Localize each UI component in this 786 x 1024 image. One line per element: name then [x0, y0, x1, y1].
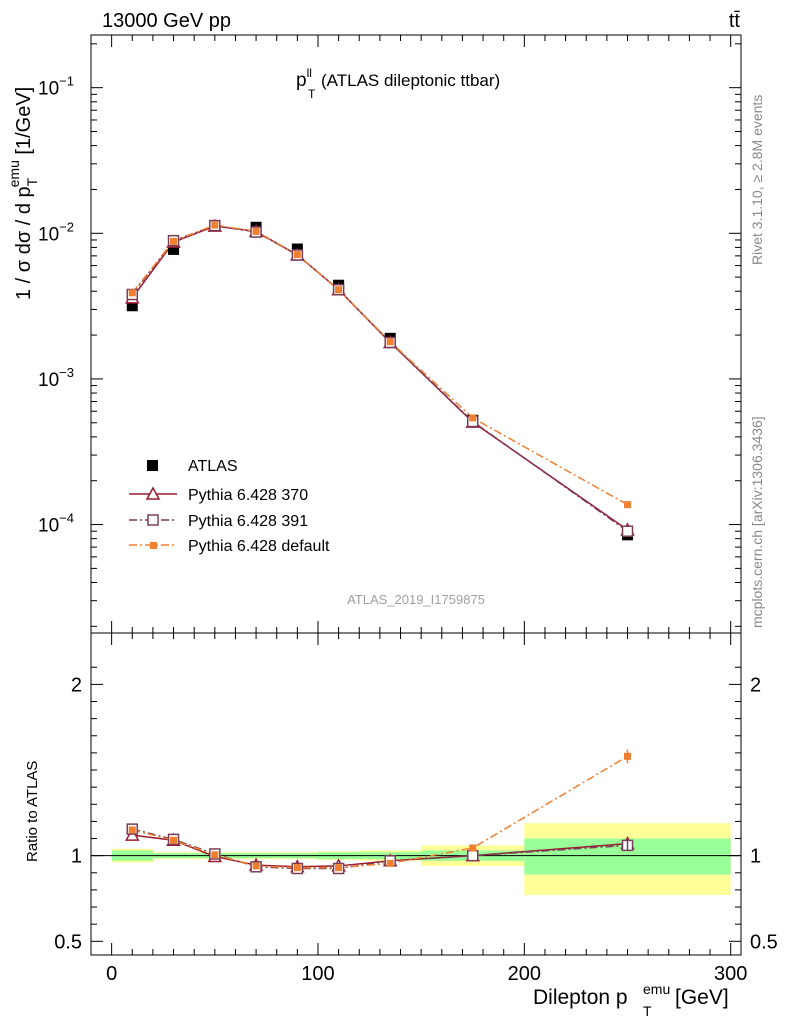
x-axis-label-main: Dilepton p — [533, 986, 628, 1009]
point-default — [335, 286, 343, 294]
series-line-391 — [131, 224, 628, 532]
legend-marker-default — [150, 542, 157, 549]
mcplots-label: mcplots.cern.ch [arXiv:1306.3436] — [749, 416, 765, 628]
legend-label-default: Pythia 6.428 default — [188, 538, 330, 555]
analysis-id: ATLAS_2019_I1759875 — [347, 592, 485, 607]
y-axis-label: 1 / σ dσ / d pTemu [1/GeV] — [6, 87, 40, 300]
ratio-point-default — [128, 826, 136, 834]
ratio-y-tick-label-right: 1 — [750, 846, 761, 868]
y-axis-label-unit: [1/GeV] — [13, 87, 35, 160]
x-axis-label-sub: T — [643, 1003, 652, 1019]
point-default — [170, 237, 178, 245]
x-tick-label: 0 — [106, 963, 117, 985]
y-axis-label-sub: T — [24, 177, 40, 186]
ratio-point-default — [293, 864, 301, 872]
ratio-point-default — [386, 859, 394, 867]
ratio-y-tick-label: 0.5 — [54, 931, 82, 953]
plot-title-main: p — [296, 70, 307, 91]
legend-marker-atlas — [147, 460, 158, 471]
y-tick-label: 10−3 — [38, 365, 74, 391]
y-tick-label-base: 10 — [38, 79, 59, 100]
ratio-y-tick-label: 1 — [71, 846, 82, 868]
legend-label-370: Pythia 6.428 370 — [188, 487, 308, 504]
y-tick-label: 10−2 — [38, 219, 74, 245]
plot-title-sub: T — [308, 87, 316, 101]
legend-marker-370 — [145, 486, 161, 500]
y-tick-label: 10−4 — [38, 511, 74, 537]
point-391 — [621, 525, 634, 537]
x-tick-label: 300 — [714, 963, 747, 985]
point-default — [211, 221, 219, 229]
point-default — [252, 227, 260, 235]
x-axis-label: Dilepton p — [533, 986, 628, 1009]
x-axis-label-sup: emu — [643, 981, 670, 997]
rivet-version-label: Rivet 3.1.10, ≥ 2.8M events — [749, 95, 765, 265]
process-label: tt̄ — [729, 10, 741, 32]
x-tick-label: 100 — [301, 963, 334, 985]
point-ATLAS — [168, 243, 180, 255]
ratio-y-tick-label-right: 2 — [750, 674, 761, 696]
legend-marker-391 — [147, 514, 159, 526]
x-axis-label-unit: [GeV] — [675, 986, 729, 1009]
plot-title-rest: (ATLAS dileptonic ttbar) — [321, 71, 500, 90]
legend-label-atlas: ATLAS — [188, 458, 238, 475]
ratio-axis-label: Ratio to ATLAS — [24, 761, 41, 862]
x-tick-label: 200 — [508, 963, 541, 985]
plot-title: pll — [296, 66, 312, 91]
point-ATLAS — [126, 300, 138, 312]
y-tick-label-exponent: −4 — [59, 511, 74, 526]
point-default — [128, 289, 136, 297]
y-tick-label-base: 10 — [38, 224, 59, 245]
ratio-point-391 — [466, 849, 479, 862]
plot-title-sup: ll — [307, 66, 312, 80]
ratio-y-tick-label-right: 0.5 — [750, 931, 778, 953]
y-tick-label: 10−1 — [38, 74, 74, 100]
ratio-plot-frame — [90, 632, 742, 956]
point-default — [624, 501, 632, 509]
y-axis-label-sup: emu — [6, 160, 22, 187]
y-tick-label-base: 10 — [38, 516, 59, 537]
ratio-point-default — [335, 864, 343, 872]
y-tick-label-base: 10 — [38, 370, 59, 391]
series-line-370 — [131, 225, 628, 531]
y-tick-label-exponent: −2 — [59, 219, 74, 234]
legend: ATLAS Pythia 6.428 370 Pythia 6.428 391 … — [129, 458, 330, 555]
ratio-y-tick-label: 2 — [71, 674, 82, 696]
point-default — [469, 414, 477, 422]
ratio-point-default — [252, 862, 260, 870]
y-tick-label-exponent: −1 — [59, 74, 74, 89]
y-tick-label-exponent: −3 — [59, 365, 74, 380]
ratio-point-default — [469, 844, 477, 852]
point-default — [293, 251, 301, 259]
ratio-point-default — [211, 851, 219, 859]
y-axis-label-main: 1 / σ dσ / d p — [13, 186, 35, 300]
point-default — [386, 338, 394, 346]
ratio-point-default — [170, 836, 178, 844]
legend-label-391: Pythia 6.428 391 — [188, 513, 308, 530]
collision-label: 13000 GeV pp — [102, 10, 231, 32]
